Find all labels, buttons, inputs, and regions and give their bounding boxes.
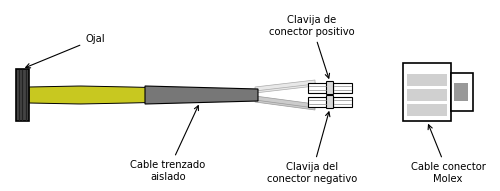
Bar (16, 69, 28, 121)
Polygon shape (145, 86, 258, 104)
Bar (403, 63, 451, 121)
Bar (308, 83, 327, 93)
FancyBboxPatch shape (326, 82, 334, 95)
Text: Clavija de
conector positivo: Clavija de conector positivo (269, 15, 355, 78)
Polygon shape (255, 96, 315, 108)
Bar (454, 83, 468, 101)
Bar (407, 89, 447, 101)
Polygon shape (255, 80, 315, 91)
Polygon shape (255, 82, 315, 93)
Polygon shape (29, 86, 170, 104)
Bar (407, 74, 447, 86)
FancyBboxPatch shape (326, 96, 334, 108)
Bar (308, 97, 327, 107)
Text: Cable trenzado
aislado: Cable trenzado aislado (130, 106, 206, 182)
Polygon shape (255, 98, 315, 110)
Text: Ojal: Ojal (26, 34, 105, 68)
Bar (451, 73, 473, 111)
Bar (333, 97, 352, 107)
Bar (407, 104, 447, 116)
Text: Clavija del
conector negativo: Clavija del conector negativo (267, 112, 357, 184)
Bar (333, 83, 352, 93)
Text: Cable conector
Molex: Cable conector Molex (410, 125, 486, 184)
